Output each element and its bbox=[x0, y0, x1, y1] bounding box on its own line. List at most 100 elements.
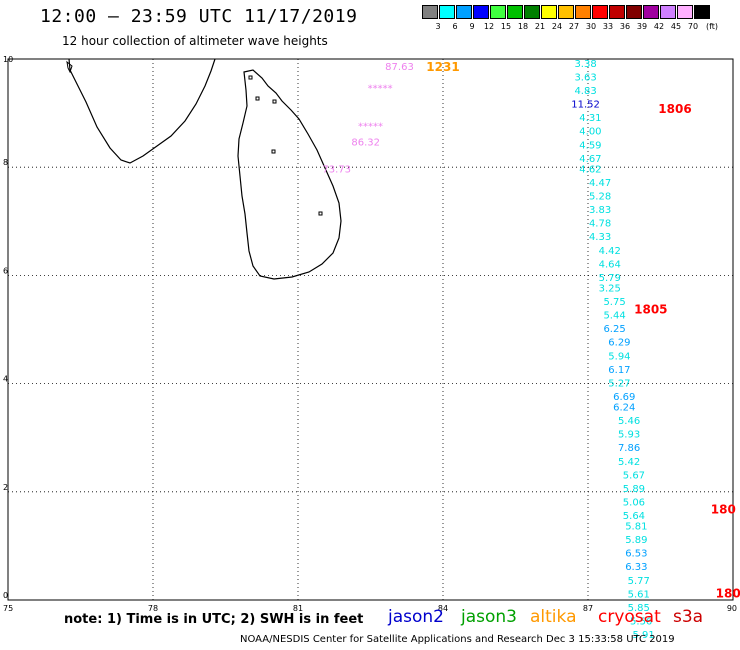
longitude-tick-label: 78 bbox=[148, 604, 158, 613]
sri-lanka-coastline bbox=[237, 69, 342, 280]
wave-height-label: 7.86 bbox=[618, 443, 640, 454]
color-swatch-label: 45 bbox=[670, 22, 682, 31]
color-swatch bbox=[626, 5, 642, 19]
color-swatch bbox=[592, 5, 608, 19]
latitude-tick-label: 2 bbox=[3, 483, 8, 492]
pass-time-label: 1231 bbox=[426, 60, 459, 74]
color-swatch-label: 42 bbox=[653, 22, 665, 31]
longitude-tick-label: 75 bbox=[3, 604, 13, 613]
latitude-tick-label: 6 bbox=[3, 266, 8, 275]
wave-height-label: 73.73 bbox=[322, 165, 351, 176]
pass-time-label: 180 bbox=[711, 502, 736, 516]
color-swatch-label: 12 bbox=[483, 22, 495, 31]
color-swatch-label: 24 bbox=[551, 22, 563, 31]
color-swatch bbox=[456, 5, 472, 19]
latitude-tick-label: 4 bbox=[3, 375, 8, 384]
wave-height-label: 87.63 bbox=[385, 62, 414, 73]
wave-height-label: 6.24 bbox=[613, 403, 635, 414]
longitude-tick-label: 87 bbox=[583, 604, 593, 613]
longitude-tick-label: 90 bbox=[727, 604, 737, 613]
legend-altika: altika bbox=[530, 607, 577, 627]
wave-height-label: 11.52 bbox=[571, 100, 600, 111]
wave-height-label: 4.47 bbox=[589, 178, 611, 189]
wave-height-label: 6.33 bbox=[625, 562, 647, 573]
color-swatch bbox=[643, 5, 659, 19]
islet-outline bbox=[272, 99, 277, 104]
wave-height-label: 4.42 bbox=[599, 246, 621, 257]
color-scale-unit: (ft) bbox=[705, 22, 719, 31]
color-swatch bbox=[439, 5, 455, 19]
wave-height-label: 5.81 bbox=[625, 522, 647, 533]
wave-height-label: 5.89 bbox=[623, 484, 645, 495]
wave-height-label: 4.62 bbox=[579, 165, 601, 176]
wave-height-label: 4.67 bbox=[579, 154, 601, 165]
color-swatch bbox=[609, 5, 625, 19]
color-swatch-label: 27 bbox=[568, 22, 580, 31]
color-swatch-label: 18 bbox=[517, 22, 529, 31]
wave-height-label: 3.25 bbox=[599, 284, 621, 295]
wave-height-label: ***** bbox=[368, 83, 393, 94]
color-swatch-label: 9 bbox=[469, 22, 475, 31]
color-swatch-label: 6 bbox=[452, 22, 458, 31]
wave-height-label: 6.29 bbox=[608, 338, 630, 349]
legend-s3a: s3a bbox=[673, 607, 704, 627]
color-swatch bbox=[677, 5, 693, 19]
latitude-tick-label: 0 bbox=[3, 591, 8, 600]
longitude-tick-label: 84 bbox=[438, 604, 448, 613]
wave-height-label: 5.91 bbox=[632, 630, 654, 641]
latitude-tick-label: 10 bbox=[3, 55, 13, 64]
pass-time-label: 1806 bbox=[658, 102, 691, 116]
color-swatch bbox=[422, 5, 438, 19]
wave-height-label: 5.46 bbox=[618, 416, 640, 427]
wave-height-label: 86.32 bbox=[351, 138, 380, 149]
color-swatch-label: 21 bbox=[534, 22, 546, 31]
wave-height-label: 4.78 bbox=[589, 219, 611, 230]
color-swatch bbox=[473, 5, 489, 19]
color-swatch bbox=[575, 5, 591, 19]
wave-height-label: 5.61 bbox=[628, 589, 650, 600]
wave-height-label: 4.83 bbox=[574, 86, 596, 97]
islet-outline bbox=[255, 96, 260, 101]
wave-height-label: 4.00 bbox=[579, 127, 601, 138]
latitude-tick-label: 8 bbox=[3, 158, 8, 167]
islet-outline bbox=[318, 211, 323, 216]
wave-height-label: 4.64 bbox=[599, 259, 621, 270]
wave-height-label: 5.06 bbox=[623, 497, 645, 508]
credit-line: NOAA/NESDIS Center for Satellite Applica… bbox=[240, 634, 675, 645]
color-swatch bbox=[694, 5, 710, 19]
wave-height-label: 5.27 bbox=[608, 378, 630, 389]
color-swatch-label: 33 bbox=[602, 22, 614, 31]
color-swatch-label: 3 bbox=[435, 22, 441, 31]
wave-height-label: 3.63 bbox=[574, 73, 596, 84]
map-frame bbox=[7, 58, 734, 601]
wave-height-label: 4.33 bbox=[589, 232, 611, 243]
wave-height-label: 5.85 bbox=[628, 603, 650, 614]
wave-height-label: 5.75 bbox=[603, 297, 625, 308]
wave-height-label: 5.56 bbox=[630, 616, 652, 627]
wave-height-label: 6.69 bbox=[613, 392, 635, 403]
map-title: 12:00 – 23:59 UTC 11/17/2019 bbox=[40, 6, 358, 27]
color-swatch-label: 39 bbox=[636, 22, 648, 31]
color-swatch bbox=[558, 5, 574, 19]
wave-height-label: 6.25 bbox=[603, 324, 625, 335]
wave-height-label: 5.67 bbox=[623, 470, 645, 481]
pass-time-label: 180 bbox=[716, 586, 740, 600]
wave-height-label: 6.53 bbox=[625, 549, 647, 560]
wave-height-label: 5.94 bbox=[608, 351, 630, 362]
color-swatch bbox=[541, 5, 557, 19]
color-swatch bbox=[524, 5, 540, 19]
legend-cryosat: cryosat bbox=[598, 607, 661, 627]
color-swatch-label: 15 bbox=[500, 22, 512, 31]
wave-height-label: 5.77 bbox=[628, 576, 650, 587]
wave-height-label: 3.83 bbox=[589, 205, 611, 216]
color-swatch bbox=[507, 5, 523, 19]
wave-height-label: 5.93 bbox=[618, 430, 640, 441]
wave-height-label: 5.64 bbox=[623, 511, 645, 522]
legend-jason2: jason2 bbox=[388, 607, 444, 627]
india-coastline bbox=[68, 58, 216, 164]
islet-outline bbox=[248, 75, 253, 80]
wave-height-label: 5.79 bbox=[599, 273, 621, 284]
wave-height-label: 5.28 bbox=[589, 192, 611, 203]
footer-note: note: 1) Time is in UTC; 2) SWH is in fe… bbox=[64, 612, 364, 627]
